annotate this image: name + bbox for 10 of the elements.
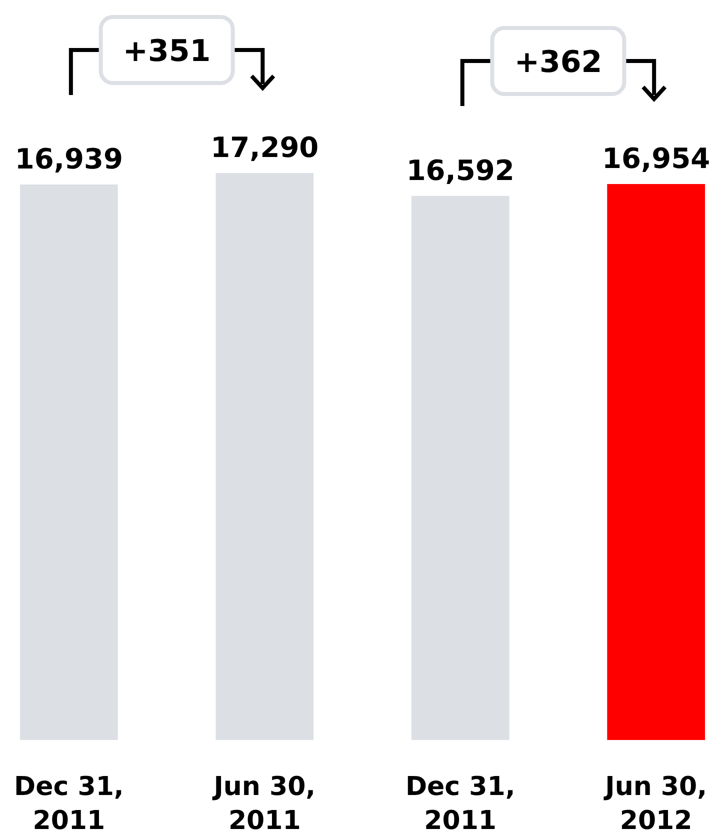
text: +362 <box>514 45 602 80</box>
data-label: 16,592 <box>406 154 514 187</box>
text: +351 <box>122 34 211 69</box>
data-label: 17,290 <box>210 131 319 164</box>
data-label: 16,954 <box>602 142 710 176</box>
x-tick-label: Dec 31, 2011 <box>14 772 124 836</box>
x-tick-label: Dec 31, 2011 <box>405 772 516 836</box>
data-label: 16,939 <box>14 142 123 176</box>
x-tick-label: Jun 30, 2011 <box>212 772 316 836</box>
x-tick-label: Jun 30, 2012 <box>603 772 707 836</box>
